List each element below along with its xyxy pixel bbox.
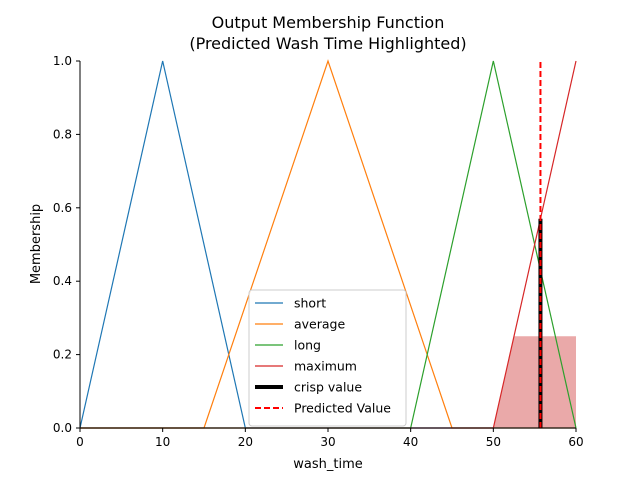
legend-label: Predicted Value: [294, 401, 391, 416]
y-tick-label: 0.6: [53, 201, 72, 215]
x-tick-label: 0: [76, 435, 84, 449]
x-tick-label: 20: [238, 435, 253, 449]
x-tick-label: 30: [320, 435, 335, 449]
x-tick-label: 40: [403, 435, 418, 449]
legend-label: average: [294, 317, 345, 332]
y-tick-label: 0.8: [53, 127, 72, 141]
x-tick-label: 50: [486, 435, 501, 449]
legend: short average long maximum crisp value Predic…: [248, 289, 407, 427]
x-tick-label: 10: [155, 435, 170, 449]
aggregated-membership-area: [493, 336, 576, 428]
y-tick-label: 1.0: [53, 54, 72, 68]
legend-box: [248, 289, 407, 427]
legend-label: long: [294, 338, 321, 353]
axes: 0 10 20 30 40 50 60 0.0 0.2 0.4 0.6 0.8 1.0: [53, 54, 584, 449]
y-tick-label: 0.0: [53, 421, 72, 435]
legend-label: crisp value: [294, 380, 362, 395]
y-tick-label: 0.2: [53, 348, 72, 362]
y-tick-label: 0.4: [53, 274, 72, 288]
x-tick-label: 60: [568, 435, 583, 449]
legend-label: short: [294, 296, 326, 311]
legend-label: maximum: [294, 359, 357, 374]
y-axis-label: Membership: [29, 204, 44, 284]
chart-subtitle: (Predicted Wash Time Highlighted): [189, 34, 466, 53]
x-axis-label: wash_time: [293, 457, 362, 472]
chart-title: Output Membership Function: [212, 13, 445, 32]
